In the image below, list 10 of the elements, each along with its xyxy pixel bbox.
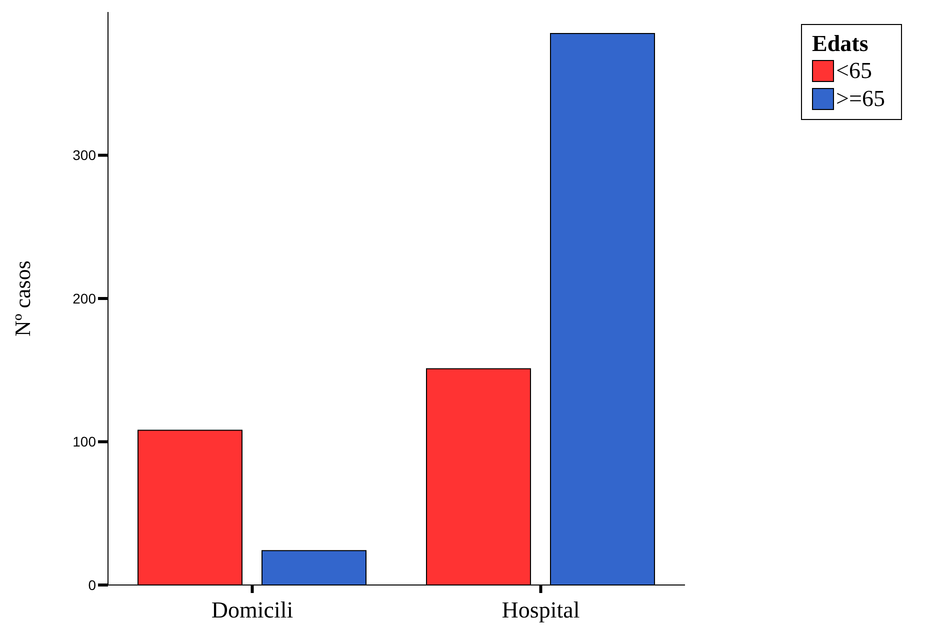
y-tick-label: 0 <box>88 576 96 593</box>
x-tick-label: Domicili <box>211 597 294 622</box>
legend-title: Edats <box>812 31 870 57</box>
legend-label: <65 <box>836 57 872 85</box>
y-tick-label: 100 <box>72 434 96 450</box>
y-tick-label: 200 <box>72 290 96 306</box>
y-axis-title: Nº casos <box>10 260 35 336</box>
y-tick-label: 300 <box>72 147 96 164</box>
x-tick-label: Hospital <box>502 597 580 622</box>
legend-label: >=65 <box>836 85 885 113</box>
